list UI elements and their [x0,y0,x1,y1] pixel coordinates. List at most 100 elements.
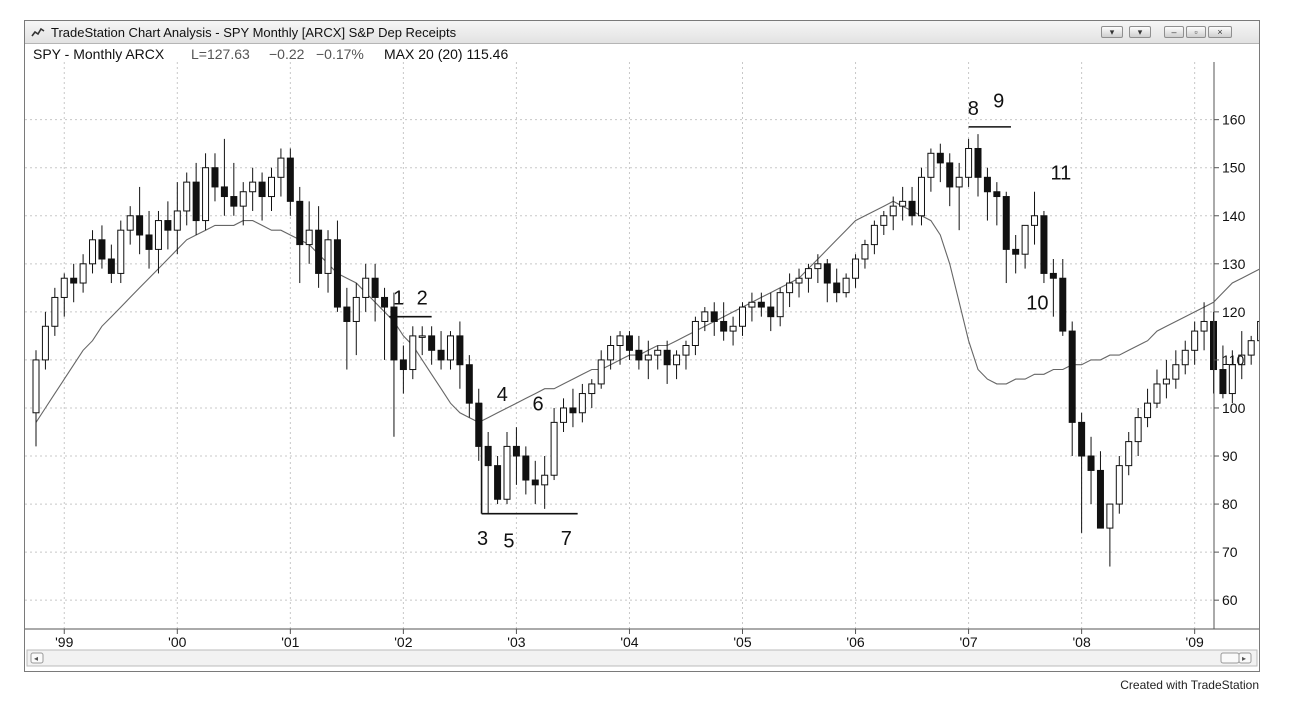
candle-body [164,220,172,231]
candle [437,331,445,370]
candle-body [98,239,106,260]
candle-body [183,181,191,212]
candle-body [1049,272,1057,279]
candle [333,220,341,312]
candle-body [1134,417,1142,443]
candle [60,273,68,317]
candle [814,254,822,284]
annotation-label: 6 [533,393,544,415]
candle-body [230,196,238,207]
candle-body [456,335,464,366]
candle-body [889,205,897,217]
y-tick-label: 120 [1222,304,1246,320]
candle-body [494,465,502,500]
toolbar-menu-2-button[interactable]: ▾ [1129,26,1151,38]
candle-body [1153,383,1161,404]
candle [1125,431,1133,476]
candle-body [239,191,247,207]
title-bar[interactable]: TradeStation Chart Analysis - SPY Monthl… [25,21,1259,44]
level-lines [389,126,1011,515]
candle-body [268,176,275,198]
candle [616,331,624,365]
candle [889,196,897,231]
candle-body [531,479,539,486]
candle-body [560,407,568,423]
candle-body [249,181,257,193]
candle-body [173,210,181,231]
y-tick-label: 140 [1222,208,1246,224]
candle-body [1238,354,1246,366]
y-tick-label: 110 [1222,352,1245,368]
candle [569,388,577,428]
candle [823,259,831,303]
candle-body [1078,421,1086,457]
candle [446,331,454,370]
chart-window: TradeStation Chart Analysis - SPY Monthl… [24,20,1290,672]
candle [399,345,407,394]
candle-body [739,306,746,327]
candle-body [41,325,49,361]
candle-body [663,349,671,366]
candle [908,186,916,226]
candle-body [597,359,605,385]
candle [1087,436,1095,505]
candle-body [418,335,426,338]
y-tick-label: 130 [1222,256,1246,272]
candle [1002,191,1010,284]
toolbar-menu-1-button[interactable]: ▾ [1101,26,1123,38]
candle [720,302,728,341]
annotation-label: 3 [477,528,488,550]
chart-area[interactable]: 1 2 3 4 5 6 7 8 9 10 11 60 70 80 90 100 110 120 130 140 150… [25,44,1290,671]
candle-body [852,258,860,279]
candle [173,182,181,255]
candle [1247,335,1255,365]
candle [1078,412,1086,533]
candle [644,340,652,380]
y-tick-label: 80 [1222,496,1238,512]
candle [946,153,954,207]
candle [1068,321,1076,457]
candle [541,456,549,509]
candle-body [362,277,370,298]
candle-body [117,229,125,274]
window-title: TradeStation Chart Analysis - SPY Monthl… [51,25,457,40]
candle-body [1031,215,1039,226]
candle-body [1191,330,1199,351]
candle [1162,359,1170,399]
candle-body [710,311,718,322]
candle [861,239,869,269]
candle [117,220,125,284]
candle [183,172,191,226]
candle-body [899,200,907,207]
close-button[interactable]: × [1208,26,1232,38]
candle-body [1181,349,1189,366]
candle-body [607,345,615,361]
candle [917,167,925,226]
x-tick-label: '00 [168,634,186,650]
price-axis: 60 70 80 90 100 110 120 130 140 150 160 [1214,112,1246,608]
candle [503,431,511,505]
candle [1096,451,1104,529]
chevron-right-icon: ▸ [1242,654,1246,663]
candle-body [484,445,492,467]
candle-body [823,263,831,284]
candle [673,350,681,380]
candle [230,162,238,216]
minimize-button[interactable]: – [1164,26,1184,38]
candle-body [371,277,379,298]
horizontal-scrollbar[interactable]: ◂ ▸ [26,649,1258,667]
candle [776,287,784,327]
restore-button[interactable]: ▫ [1186,26,1206,38]
candle-body [296,200,304,246]
candle-body [315,229,323,274]
candle [343,287,351,370]
candle [202,153,210,231]
candle-body [333,239,341,308]
candle-body [550,421,558,476]
candle-body [286,157,294,202]
candle [154,210,162,274]
candle [296,186,304,284]
candle-body [569,407,577,414]
candle [98,225,106,269]
candle [1191,321,1199,365]
